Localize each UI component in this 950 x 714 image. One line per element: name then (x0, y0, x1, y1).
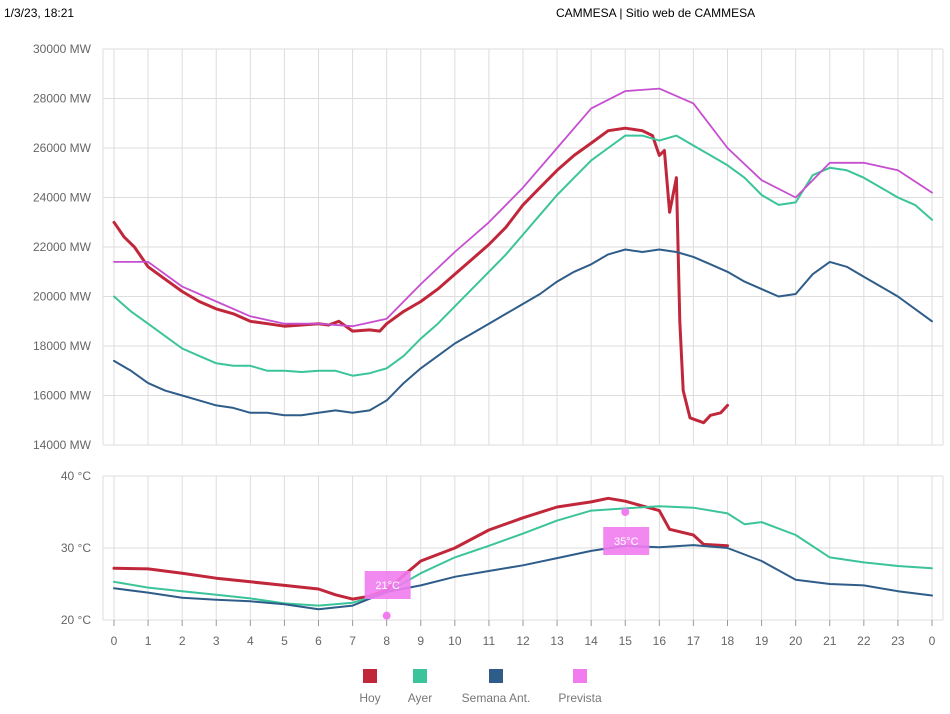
hour-x-axis: 0 1 2 3 4 5 6 7 8 9 10 11 12 13 14 15 16 17 18 19 20 21 22 23 0 (111, 620, 936, 648)
legend-item-hoy[interactable]: Hoy (359, 669, 381, 705)
y-tick-label: 20000 MW (33, 290, 92, 304)
x-tick-label: 13 (550, 634, 564, 648)
print-timestamp: 1/3/23, 18:21 (4, 6, 75, 20)
x-tick-label: 4 (247, 634, 254, 648)
series-line-semana-ant (113, 248, 933, 417)
forecast-badge (603, 527, 650, 555)
legend-swatch (413, 669, 427, 683)
legend-item-ayer[interactable]: Ayer (408, 669, 432, 705)
demand-grid (102, 48, 944, 446)
x-tick-label: 14 (584, 634, 598, 648)
legend-item-semana-ant[interactable]: Semana Ant. (462, 669, 531, 705)
y-tick-label: 26000 MW (33, 141, 92, 155)
temperature-y-axis: 20 °C 30 °C 40 °C (61, 469, 91, 627)
y-tick-label: 28000 MW (33, 92, 92, 106)
temperature-series (112, 496, 933, 611)
legend-item-prevista[interactable]: Prevista (558, 669, 602, 705)
series-line-prevista (113, 87, 933, 328)
x-tick-label: 9 (417, 634, 424, 648)
x-tick-label: 11 (483, 634, 496, 648)
x-tick-label: 17 (687, 634, 701, 648)
forecast-point (382, 611, 391, 620)
x-tick-label: 22 (857, 634, 871, 648)
x-tick-label: 7 (349, 634, 356, 648)
x-tick-label: 10 (448, 634, 462, 648)
legend-swatch (489, 669, 503, 683)
legend-label: Prevista (558, 691, 602, 705)
x-tick-label: 23 (891, 634, 905, 648)
series-line-hoy (112, 496, 729, 601)
x-tick-label: 1 (145, 634, 152, 648)
series-line-hoy (112, 126, 729, 425)
legend-label: Semana Ant. (462, 691, 531, 705)
x-tick-label: 2 (179, 634, 186, 648)
forecast-badge-label: 35°C (614, 536, 639, 548)
series-line-ayer (113, 134, 933, 377)
legend: Hoy Ayer Semana Ant. Prevista (359, 669, 602, 705)
legend-swatch (573, 669, 587, 683)
x-tick-label: 16 (653, 634, 667, 648)
x-tick-label: 19 (755, 634, 769, 648)
x-tick-label: 8 (383, 634, 390, 648)
y-tick-label: 22000 MW (33, 240, 92, 254)
y-tick-label: 40 °C (61, 469, 91, 483)
legend-label: Ayer (408, 691, 432, 705)
y-tick-label: 14000 MW (33, 438, 92, 452)
y-tick-label: 30000 MW (33, 42, 92, 56)
forecast-point (621, 508, 630, 516)
series-line-ayer (113, 505, 933, 607)
x-tick-label: 18 (721, 634, 735, 648)
forecast-badge-label: 21°C (375, 580, 400, 592)
series-line-semana-ant (113, 544, 933, 611)
y-tick-label: 20 °C (61, 613, 91, 627)
demand-series (112, 87, 933, 425)
x-tick-label: 3 (213, 634, 220, 648)
x-tick-label: 0 (929, 634, 936, 648)
x-tick-label: 5 (281, 634, 288, 648)
x-tick-label: 21 (823, 634, 837, 648)
y-tick-label: 24000 MW (33, 191, 92, 205)
y-tick-label: 18000 MW (33, 339, 92, 353)
x-tick-label: 20 (789, 634, 803, 648)
x-tick-label: 6 (315, 634, 322, 648)
x-tick-label: 15 (619, 634, 633, 648)
legend-swatch (363, 669, 377, 683)
legend-label: Hoy (359, 691, 380, 705)
x-tick-label: 12 (516, 634, 530, 648)
page-title: CAMMESA | Sitio web de CAMMESA (556, 6, 756, 20)
x-tick-label: 0 (111, 634, 118, 648)
y-tick-label: 30 °C (61, 541, 91, 555)
y-tick-label: 16000 MW (33, 389, 92, 403)
demand-y-axis: 14000 MW 16000 MW 18000 MW 20000 MW 22000 MW… (33, 42, 92, 452)
forecast-badge (364, 571, 411, 599)
forecast-temperature-annotations: 21°C 35°C (364, 508, 650, 620)
